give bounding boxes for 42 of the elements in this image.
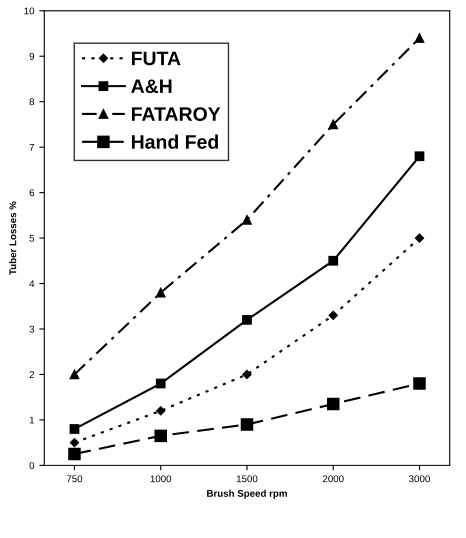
x-tick-label: 1000 bbox=[150, 475, 172, 482]
x-tick-label: 2000 bbox=[322, 475, 344, 482]
point bbox=[70, 370, 80, 380]
point bbox=[242, 215, 252, 225]
x-tick-label: 1500 bbox=[236, 475, 258, 482]
point bbox=[242, 315, 252, 325]
legend-label: FUTA bbox=[132, 52, 181, 66]
y-tick-label: 2 bbox=[30, 371, 34, 378]
x-tick-label: 750 bbox=[66, 475, 82, 482]
point bbox=[326, 398, 340, 410]
y-tick-label: 7 bbox=[30, 144, 34, 151]
y-tick-label: 9 bbox=[30, 52, 34, 60]
y-tick-label: 6 bbox=[30, 189, 34, 196]
legend-label: A&H bbox=[131, 79, 172, 94]
y-tick-label: 10 bbox=[24, 7, 34, 14]
y-axis-title: Tuber Losses % bbox=[9, 201, 16, 275]
y-tick-label: 3 bbox=[30, 326, 34, 333]
legend-label: Hand Fed bbox=[132, 134, 218, 149]
point bbox=[413, 377, 426, 390]
point bbox=[156, 288, 166, 298]
x-tick-label: 3000 bbox=[409, 475, 430, 482]
y-tick-label: 4 bbox=[29, 280, 34, 288]
point bbox=[328, 120, 338, 130]
point bbox=[70, 424, 80, 434]
y-tick-label: 5 bbox=[30, 234, 34, 242]
point bbox=[156, 378, 166, 388]
point bbox=[68, 448, 81, 460]
point bbox=[242, 370, 252, 380]
point bbox=[70, 438, 80, 448]
legend-label: FATAROY bbox=[132, 107, 220, 121]
point bbox=[414, 33, 424, 43]
point bbox=[154, 430, 167, 442]
point bbox=[414, 233, 424, 243]
y-tick-label: 1 bbox=[30, 416, 34, 424]
point bbox=[240, 418, 254, 431]
y-tick-label: 8 bbox=[30, 98, 34, 106]
x-axis-title: Brush Speed rpm bbox=[207, 490, 287, 499]
y-tick-label: 0 bbox=[30, 462, 34, 469]
point bbox=[156, 406, 166, 416]
point bbox=[414, 151, 424, 162]
point bbox=[328, 310, 338, 320]
point bbox=[328, 256, 338, 266]
